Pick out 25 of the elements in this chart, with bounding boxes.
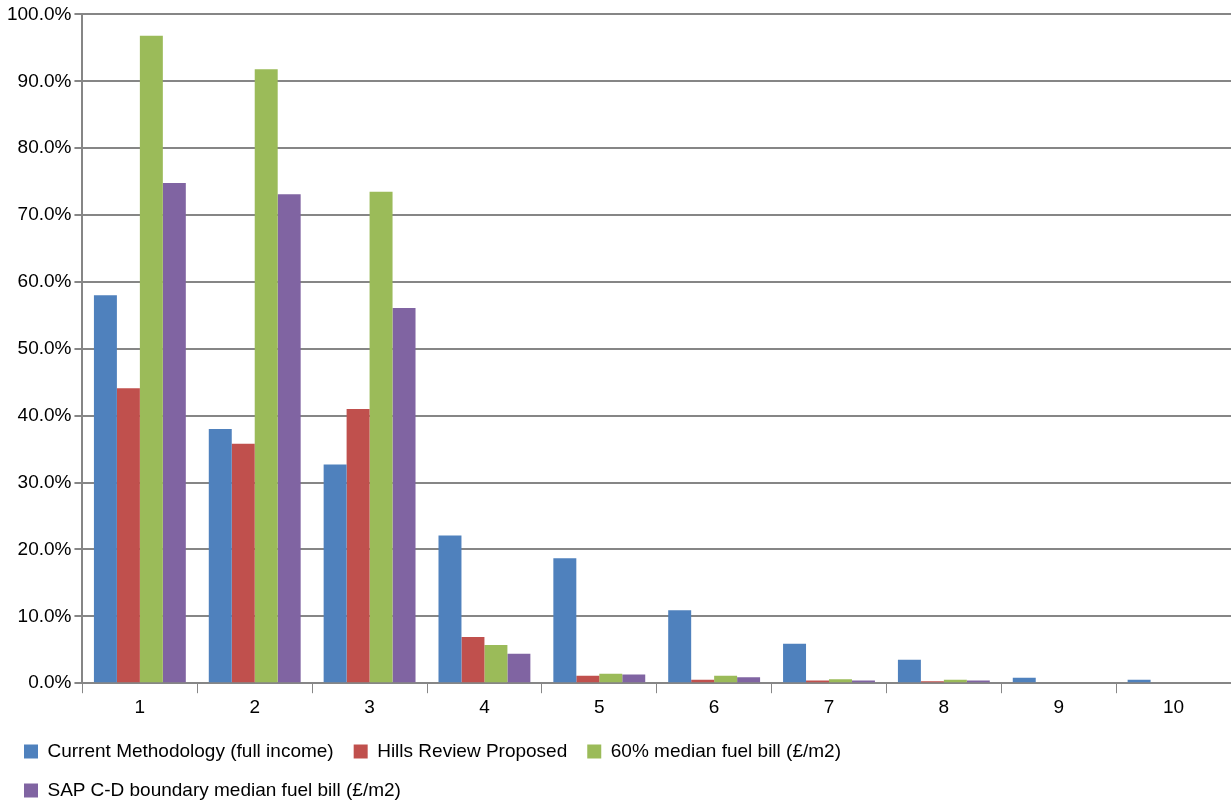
x-tick-label: 6 [708,695,720,717]
y-tick-label: 60.0% [17,270,72,292]
y-tick-label: 50.0% [17,337,72,359]
x-tick-label: 7 [823,695,835,717]
x-tick-label: 9 [1053,695,1065,717]
y-tick-label: 10.0% [17,604,72,626]
legend-label: Hills Review Proposed [377,739,568,761]
legend-label: SAP C-D boundary median fuel bill (£/m2) [47,778,401,800]
y-tick-label: 100.0% [6,2,72,24]
x-tick-label: 3 [364,695,375,717]
x-tick-label: 1 [134,695,146,717]
x-tick-label: 4 [479,695,491,717]
legend-label: 60% median fuel bill (£/m2) [610,739,841,761]
legend-label: Current Methodology (full income) [47,739,334,761]
y-tick-label: 0.0% [28,671,72,693]
y-tick-label: 70.0% [17,203,72,225]
y-tick-label: 90.0% [17,69,72,91]
x-tick-label: 8 [938,695,950,717]
y-tick-label: 40.0% [17,403,72,425]
y-tick-label: 80.0% [17,136,72,158]
x-tick-label: 2 [249,695,261,717]
y-tick-label: 20.0% [17,537,72,559]
y-tick-label: 30.0% [17,470,72,492]
x-tick-label: 5 [594,695,605,717]
x-tick-label: 10 [1163,695,1185,717]
